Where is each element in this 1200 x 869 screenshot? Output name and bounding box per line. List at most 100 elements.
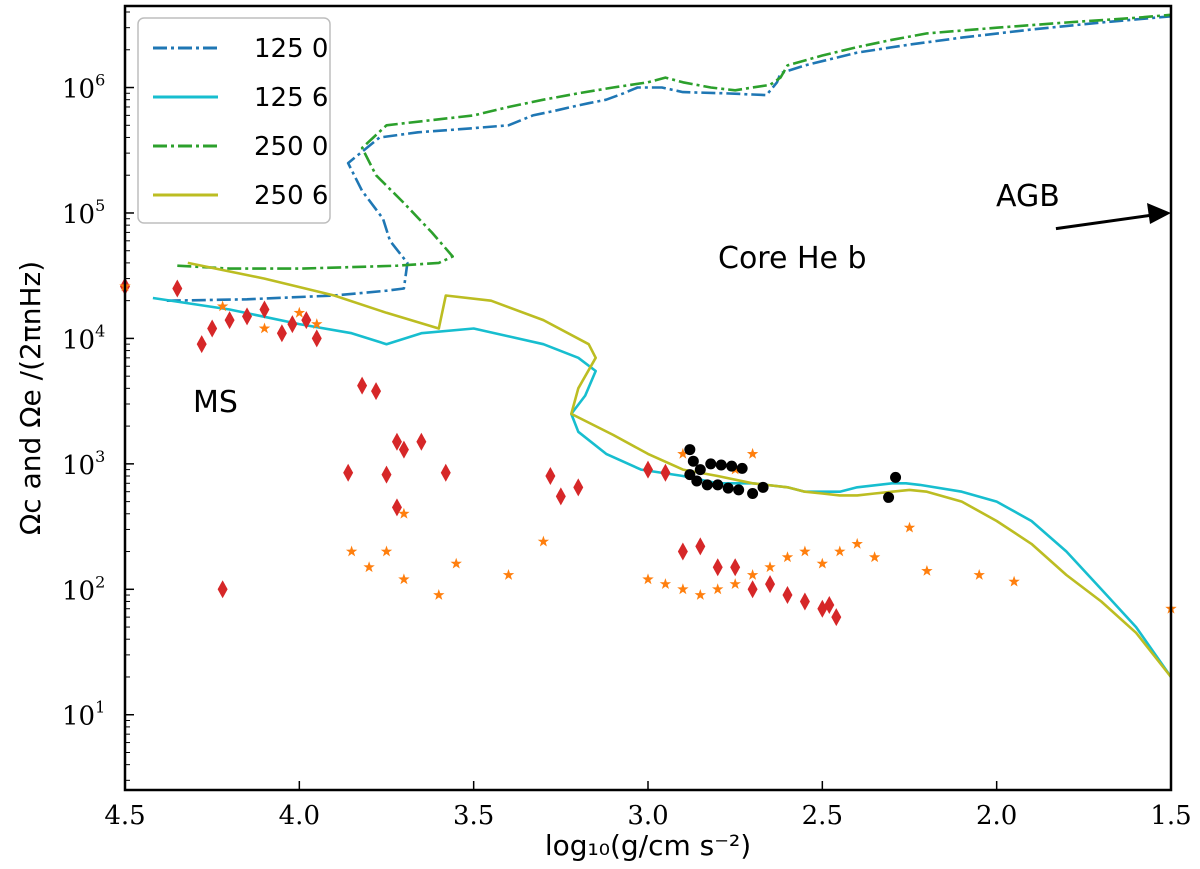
dot-marker-6 [736,462,748,474]
star-marker-20 [746,569,759,580]
star-marker-5 [398,507,410,519]
diamond-marker-3 [207,319,218,338]
diamond-marker-7 [276,324,287,343]
star-marker-29 [921,565,933,576]
diamond-marker-9 [301,311,312,330]
diamond-marker-4 [224,311,235,330]
star-marker-34 [746,447,759,459]
star-marker-1 [216,300,229,312]
annotations: MS Core He b AGB [193,179,1171,420]
star-marker-9 [398,573,410,585]
annotation-core-he-b: Core He b [718,241,867,276]
agb-arrow [1055,202,1171,231]
y-tick-label-5: 106 [62,71,105,105]
x-axis-label: log₁₀(g/cm s⁻²) [545,829,751,862]
dot-marker-7 [684,469,696,481]
diamond-marker-5 [242,307,253,326]
dot-marker-12 [733,484,745,496]
star-marker-31 [1008,575,1020,587]
star-marker-13 [537,535,550,547]
star-marker-16 [677,583,689,595]
star-marker-15 [659,578,672,589]
diamond-marker-33 [799,592,810,611]
star-marker-26 [851,537,863,549]
diamond-marker-18 [381,465,392,484]
diamond-marker-28 [712,558,723,577]
star-marker-11 [450,557,462,569]
agb-arrow-head [1147,202,1171,224]
diamond-marker-10 [311,329,322,348]
y-tick-label-3: 104 [62,321,105,355]
diamond-marker-12 [371,382,382,401]
dot-marker-15 [890,471,902,483]
star-marker-30 [973,569,985,580]
star-marker-14 [642,573,654,585]
plot-area [119,13,1177,678]
diamond-marker-20 [217,580,228,599]
dot-marker-16 [883,491,895,503]
dot-marker-0 [684,444,696,456]
y-tick-label-4: 105 [62,196,105,230]
dot-marker-9 [701,479,713,491]
star-marker-17 [694,589,706,600]
star-marker-19 [729,578,741,589]
dot-marker-4 [715,459,727,471]
dot-marker-13 [747,488,759,500]
diamond-marker-21 [545,467,556,486]
diamond-marker-35 [824,595,835,614]
diamond-marker-27 [695,537,706,556]
diamond-marker-31 [765,575,776,594]
diamond-marker-24 [643,460,653,479]
diamond-marker-17 [343,463,354,482]
diamond-marker-13 [391,432,402,451]
legend-label-125-6: 125 6 [254,83,328,113]
diamond-marker-11 [357,376,368,395]
y-tick-label-1: 102 [62,572,105,606]
legend-label-250-0: 250 0 [254,132,328,162]
diamond-marker-32 [782,586,793,605]
diamond-marker-2 [196,335,207,354]
diamond-marker-14 [398,440,409,459]
diamond-marker-15 [416,432,427,451]
star-marker-4 [311,318,323,329]
legend-label-125-0: 125 0 [254,34,328,64]
star-marker-22 [781,551,794,563]
diamond-marker-25 [660,463,671,482]
diamond-marker-23 [573,478,584,497]
dot-marker-8 [691,475,703,487]
legend: 125 0 125 6 250 0 250 6 [137,17,331,224]
annotation-ms: MS [193,385,238,420]
diamond-marker-16 [440,463,451,482]
y-tick-label-2: 103 [62,447,105,481]
diamond-marker-6 [259,300,270,319]
star-marker-8 [380,545,393,557]
dot-marker-1 [687,455,699,467]
series-line-125-0 [166,15,1172,302]
dot-marker-5 [726,460,738,472]
star-marker-25 [834,545,846,557]
diamond-marker-1 [172,279,183,298]
star-marker-6 [345,545,358,557]
diamond-marker-26 [677,542,688,561]
series-line-125-6 [152,296,1173,678]
diamond-marker-22 [555,487,566,506]
diamond-marker-8 [287,315,298,334]
series-line-250-0 [177,13,1172,270]
legend-label-250-6: 250 6 [254,181,328,211]
star-marker-27 [868,551,881,563]
y-tick-label-0: 101 [62,698,105,732]
star-marker-12 [502,569,515,580]
diamond-marker-19 [391,498,402,517]
diamond-marker-30 [747,580,758,599]
x-tick-label-0: 4.5 [104,801,145,831]
star-marker-3 [293,306,305,318]
x-tick-label-1: 4.0 [279,801,320,831]
x-tick-label-5: 2.0 [976,801,1017,831]
plot-frame [123,4,1173,792]
x-tick-label-4: 2.5 [802,801,843,831]
dot-marker-14 [757,481,769,493]
x-tick-label-6: 1.5 [1150,801,1191,831]
star-marker-24 [816,557,828,569]
dot-marker-3 [705,458,717,470]
